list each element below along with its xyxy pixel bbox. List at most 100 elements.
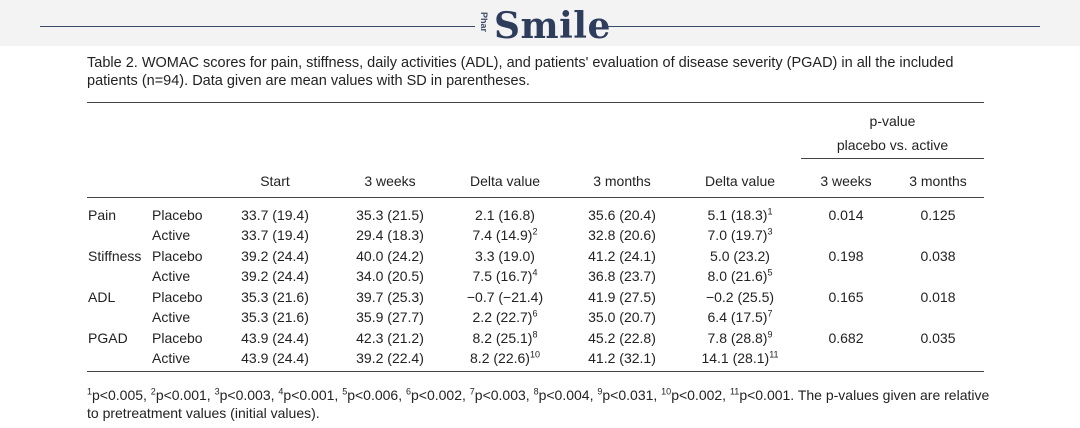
table-cell: 5.1 (18.3)1: [707, 206, 773, 223]
row-group: Placebo: [152, 207, 203, 223]
footnote-marker: 7: [767, 308, 773, 319]
column-header: Delta value: [469, 173, 541, 189]
footnote-marker: 5: [767, 267, 773, 278]
footnote-item: 2p<0.001,: [150, 386, 211, 403]
footnote-marker: 5: [342, 386, 348, 397]
footnote-marker: 8: [532, 329, 538, 340]
row-category: ADL: [88, 289, 116, 305]
table-cell: −0.7 (−21.4): [466, 289, 544, 305]
table-cell: 0.035: [920, 330, 956, 346]
footnote-item: 10p<0.002,: [661, 386, 727, 403]
footnote-marker: 6: [532, 308, 538, 319]
row-category: PGAD: [88, 330, 128, 346]
footnote-marker: 2: [532, 226, 538, 237]
table-cell: 41.9 (27.5): [588, 289, 656, 305]
table-top-rule: [87, 102, 984, 103]
row-group: Placebo: [152, 248, 203, 264]
footnote-marker: 4: [278, 386, 284, 397]
table-cell: 7.5 (16.7)4: [472, 267, 538, 284]
footnote-marker: 1: [767, 206, 773, 217]
table-cell: 7.8 (28.8)9: [707, 329, 773, 346]
table-cell: −0.2 (25.5): [705, 289, 775, 305]
footnote-marker: 2: [150, 386, 156, 397]
footnote-item: 7p<0.003,: [469, 386, 530, 403]
table-cell: 2.2 (22.7)6: [472, 308, 538, 325]
table-cell: 5.0 (23.2): [710, 248, 770, 264]
column-header: Start: [260, 173, 290, 189]
table-cell: 39.2 (24.4): [241, 248, 309, 264]
header-band: [0, 0, 1080, 46]
footnote-item: 5p<0.006,: [342, 386, 403, 403]
footnote-item: 11p<0.001.: [729, 386, 795, 403]
table-cell: 7.4 (14.9)2: [472, 226, 538, 243]
pvalue-subheader: placebo vs. active: [836, 137, 949, 153]
footnote-marker: 3: [214, 386, 220, 397]
table-cell: 8.2 (25.1)8: [472, 329, 538, 346]
table-cell: 43.9 (24.4): [241, 330, 309, 346]
column-header: Delta value: [704, 173, 776, 189]
table-caption: Table 2. WOMAC scores for pain, stiffnes…: [87, 55, 954, 89]
table-cell: 8.2 (22.6)10: [470, 349, 540, 366]
row-group: Placebo: [152, 289, 203, 305]
column-header: 3 months: [909, 173, 967, 189]
table-cell: 0.038: [920, 248, 956, 264]
footnote-marker: 8: [533, 386, 539, 397]
table-cell: 39.2 (22.4): [356, 350, 424, 366]
table-cell: 41.2 (32.1): [588, 350, 656, 366]
table-cell: 40.0 (24.2): [356, 248, 424, 264]
table-cell: 35.9 (27.7): [356, 309, 424, 325]
footnote-marker: 4: [532, 267, 538, 278]
header-rule-right: [608, 26, 1040, 27]
row-group: Active: [152, 350, 191, 366]
footnote-marker: 9: [597, 386, 603, 397]
footnote-item: 9p<0.031,: [597, 386, 658, 403]
table-cell: 0.165: [828, 289, 864, 305]
row-group: Placebo: [152, 330, 203, 346]
row-group: Active: [152, 268, 191, 284]
logo-side-text: Phar: [479, 12, 489, 33]
table-cell: 39.2 (24.4): [241, 268, 309, 284]
table-cell: 34.0 (20.5): [356, 268, 424, 284]
header-rule-left: [40, 26, 475, 27]
footnote-marker: 10: [529, 349, 540, 360]
table-cell: 2.1 (16.8): [475, 207, 535, 223]
table-footnote: 1p<0.005, 2p<0.001, 3p<0.003, 4p<0.001, …: [87, 386, 997, 422]
table-cell: 35.3 (21.6): [241, 309, 309, 325]
table-cell: 14.1 (28.1)11: [701, 349, 779, 366]
footnote-item: 3p<0.003,: [214, 386, 275, 403]
column-header: 3 weeks: [364, 173, 416, 189]
logo: Smile: [494, 5, 611, 47]
footnote-item: 4p<0.001,: [278, 386, 339, 403]
table-cell: 35.6 (20.4): [588, 207, 656, 223]
column-header: 3 months: [593, 173, 651, 189]
table-cell: 33.7 (19.4): [241, 227, 309, 243]
table-cell: 35.3 (21.5): [356, 207, 424, 223]
footnote-marker: 10: [661, 386, 672, 397]
table-cell: 43.9 (24.4): [241, 350, 309, 366]
table-cell: 0.125: [920, 207, 956, 223]
row-group: Active: [152, 309, 191, 325]
footnote-marker: 11: [729, 386, 740, 397]
row-group: Active: [152, 227, 191, 243]
header-bottom-rule: [87, 197, 984, 198]
pvalue-header: p-value: [869, 113, 916, 129]
footnote-item: 6p<0.002,: [405, 386, 466, 403]
table-cell: 8.0 (21.6)5: [707, 267, 773, 284]
table-cell: 39.7 (25.3): [356, 289, 424, 305]
column-header: 3 weeks: [820, 173, 872, 189]
footnote-trailing: The p-values given are relative to pretr…: [87, 387, 990, 421]
table-cell: 0.018: [920, 289, 956, 305]
table-cell: 35.3 (21.6): [241, 289, 309, 305]
footnote-item: 8p<0.004,: [533, 386, 594, 403]
table-cell: 0.014: [828, 207, 864, 223]
footnote-marker: 6: [405, 386, 411, 397]
footnote-marker: 9: [767, 329, 773, 340]
table-cell: 7.0 (19.7)3: [707, 226, 773, 243]
table-cell: 32.8 (20.6): [588, 227, 656, 243]
table-cell: 35.0 (20.7): [588, 309, 656, 325]
footnote-marker: 7: [469, 386, 475, 397]
footnote-marker: 3: [767, 226, 773, 237]
table-cell: 6.4 (17.5)7: [707, 308, 773, 325]
table-bottom-rule: [87, 371, 984, 372]
footnote-item: 1p<0.005,: [87, 386, 147, 403]
